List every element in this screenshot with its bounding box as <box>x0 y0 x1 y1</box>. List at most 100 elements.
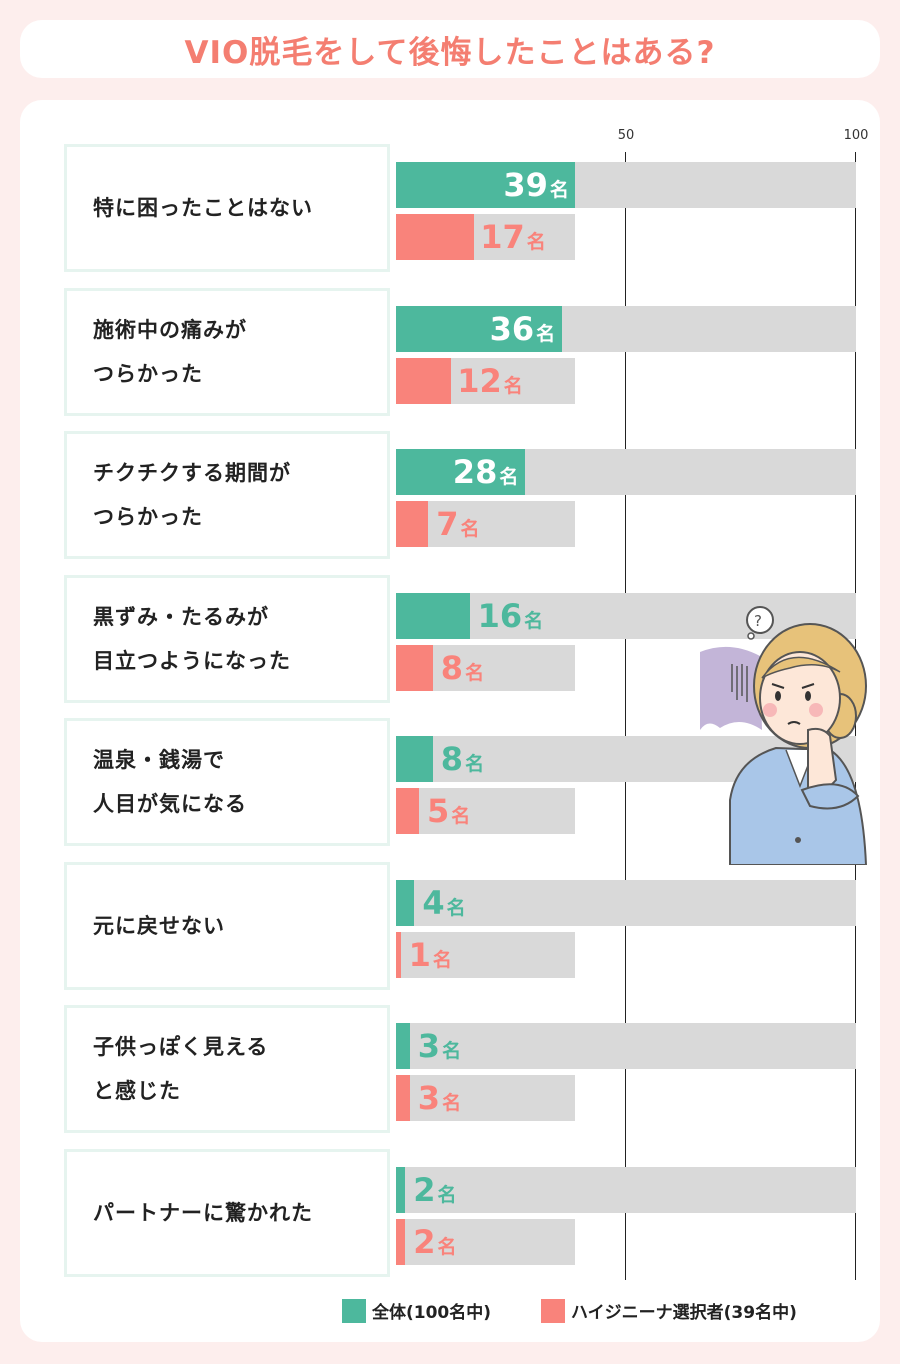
data-unit: 名 <box>437 1183 457 1206</box>
category-label: チクチクする期間が つらかった <box>93 461 291 529</box>
data-unit: 名 <box>437 1235 457 1258</box>
data-unit: 名 <box>460 518 480 540</box>
category-label: 元に戻せない <box>93 913 225 938</box>
bar-all <box>396 1023 410 1069</box>
category-label-box: 特に困ったことはない <box>64 144 390 272</box>
bar-high <box>396 357 452 404</box>
bar-all <box>396 449 525 495</box>
data-unit: 名 <box>465 753 485 775</box>
data-value: 16 <box>477 596 523 635</box>
bar-track-high <box>396 1218 576 1265</box>
data-unit: 名 <box>442 1040 462 1062</box>
legend-swatch-all <box>342 1298 366 1323</box>
tick-label: 50 <box>617 128 635 143</box>
gridline-50 <box>625 152 626 1280</box>
data-label-all: 16 名 <box>478 593 544 644</box>
bar-high <box>396 1218 406 1265</box>
data-label-high: 17 名 <box>480 214 546 265</box>
data-value: 4 <box>422 883 445 922</box>
legend-high: ハイジニーナ選択者(39名中) <box>541 1298 797 1323</box>
data-value: 12 <box>457 361 502 400</box>
bar-track-high <box>396 931 576 978</box>
bar-high <box>396 931 401 978</box>
data-unit: 名 <box>432 948 452 971</box>
tick-label: 100 <box>843 128 869 143</box>
bar-all <box>396 592 470 639</box>
data-value: 2 <box>413 1222 436 1261</box>
data-label-all: 36 名 <box>490 306 556 357</box>
bar-track-high <box>396 1075 576 1121</box>
legend-swatch-high <box>541 1298 565 1323</box>
bar-track-high <box>396 644 576 691</box>
category-label: 黒ずみ・たるみが 目立つようになった <box>93 604 291 673</box>
data-value: 7 <box>436 505 459 543</box>
bar-track-high <box>396 501 576 547</box>
category-label-box: パートナーに驚かれた <box>64 1148 390 1277</box>
category-label: 子供っぽく見える と感じた <box>93 1035 269 1103</box>
worried-woman-illustration: ? <box>700 606 868 865</box>
bar-track-high <box>396 214 576 260</box>
data-unit: 名 <box>499 466 519 488</box>
category-label: パートナーに驚かれた <box>93 1200 313 1225</box>
data-value: 17 <box>480 218 525 256</box>
data-value: 2 <box>413 1170 436 1209</box>
bar-high <box>396 1075 410 1121</box>
bar-all <box>396 1166 406 1213</box>
bar-track-all <box>396 592 856 639</box>
category-label-box: 施術中の痛みが つらかった <box>64 287 390 416</box>
category-label-box: 元に戻せない <box>64 861 390 990</box>
data-unit: 名 <box>536 322 556 345</box>
bar-high <box>396 214 475 260</box>
data-value: 1 <box>408 935 431 974</box>
data-value: 8 <box>440 648 464 687</box>
bar-all <box>396 305 562 352</box>
bar-track-all <box>396 162 856 208</box>
data-label-all: 39 名 <box>503 162 569 213</box>
bar-track-all <box>396 305 856 352</box>
data-value: 39 <box>503 166 548 204</box>
bar-track-high <box>396 788 576 834</box>
data-label-all: 28 名 <box>453 449 519 500</box>
bar-track-all <box>396 1166 856 1213</box>
data-unit: 名 <box>465 661 485 684</box>
data-unit: 名 <box>442 1092 462 1114</box>
category-label-box: 温泉・銭湯で 人目が気になる <box>64 718 390 846</box>
legend-label-high: ハイジニーナ選択者(39名中) <box>571 1303 797 1323</box>
data-value: 3 <box>417 1027 441 1065</box>
data-value: 8 <box>440 740 464 778</box>
bar-all <box>396 879 415 926</box>
category-label: 施術中の痛みが つらかった <box>93 317 247 386</box>
data-unit: 名 <box>549 179 569 201</box>
svg-text:?: ? <box>754 612 762 630</box>
data-label-high: 12 名 <box>457 358 523 409</box>
bar-track-all <box>396 1023 856 1069</box>
data-value: 28 <box>452 453 498 491</box>
data-unit: 名 <box>526 231 546 253</box>
data-value: 3 <box>417 1079 441 1117</box>
bar-track-all <box>396 879 856 926</box>
category-label: 温泉・銭湯で 人目が気になる <box>93 748 247 816</box>
bar-all <box>396 162 576 208</box>
category-label: 特に困ったことはない <box>93 196 313 220</box>
data-unit: 名 <box>524 609 544 632</box>
legend-label-all: 全体(100名中) <box>372 1303 492 1323</box>
bar-high <box>396 644 433 691</box>
data-value: 5 <box>427 792 450 830</box>
category-label-box: 子供っぽく見える と感じた <box>64 1005 390 1133</box>
bar-track-all <box>396 449 856 495</box>
bar-track-high <box>396 357 576 404</box>
bar-high <box>396 501 429 547</box>
category-label-box: 黒ずみ・たるみが 目立つようになった <box>64 574 390 703</box>
bar-high <box>396 788 419 834</box>
chart-title: VIO脱毛をして後悔したことはある? <box>184 34 716 71</box>
